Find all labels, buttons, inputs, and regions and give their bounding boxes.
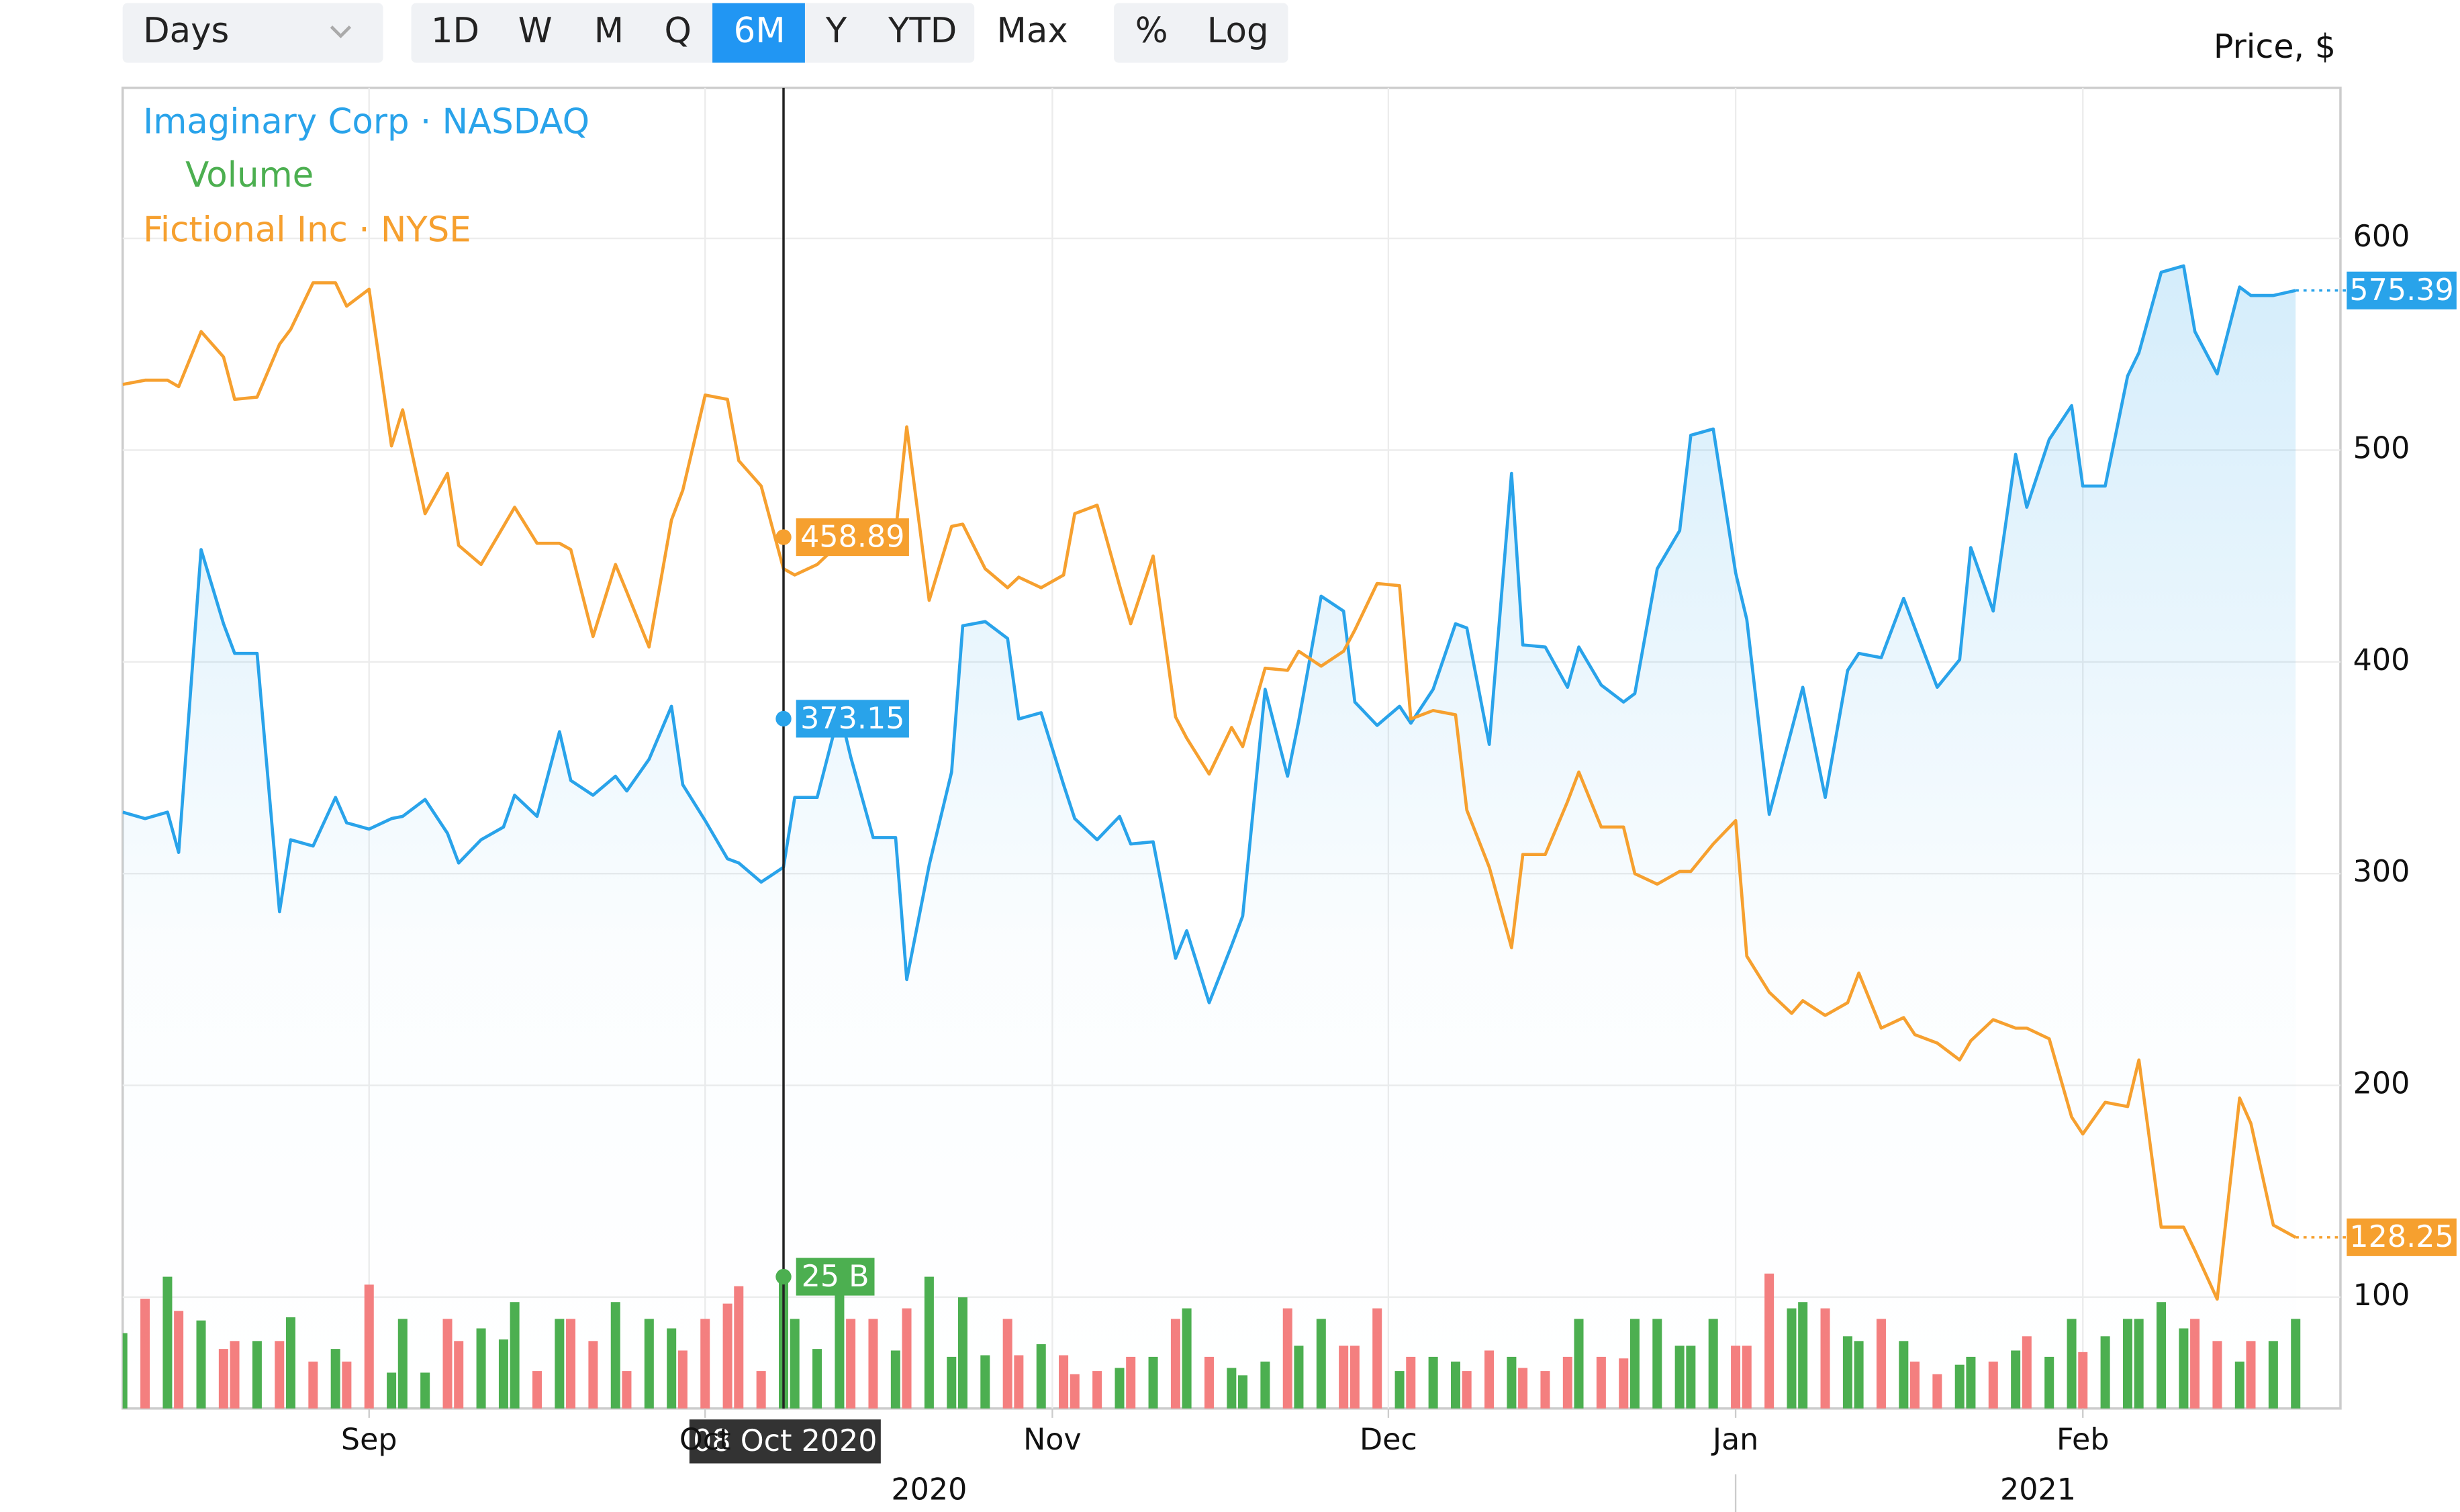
year-label: 2020 [891, 1473, 967, 1507]
x-tick-label: Sep [341, 1423, 397, 1457]
crosshair-tag [796, 1258, 875, 1296]
range-button[interactable]: Q [664, 11, 691, 51]
y-tick-label: 500 [2353, 431, 2410, 465]
x-tick-label: Dec [1360, 1423, 1417, 1457]
crosshair-value: 458.89 [800, 520, 904, 554]
range-active[interactable] [712, 3, 805, 63]
x-tick-label: Nov [1023, 1423, 1082, 1457]
crosshair-dot [775, 529, 792, 545]
range-button[interactable]: 6M [734, 11, 786, 51]
series-area [122, 265, 2296, 1409]
range-button[interactable]: YTD [888, 11, 957, 51]
range-group [411, 3, 975, 63]
y-tick-label: 400 [2353, 643, 2410, 677]
y-tick-label: 600 [2353, 220, 2410, 254]
range-button[interactable]: 1D [431, 11, 479, 51]
y-tick-label: 300 [2353, 855, 2410, 889]
year-label: 2021 [2000, 1473, 2076, 1507]
mode-group [1114, 3, 1288, 63]
chevron[interactable] [330, 26, 352, 39]
interval-select[interactable] [122, 3, 383, 63]
legend-entry: Fictional Inc · NYSE [143, 210, 471, 250]
range-button[interactable]: Max [997, 11, 1068, 51]
range-button[interactable]: M [594, 11, 624, 51]
interval-label[interactable]: Days [143, 11, 229, 51]
crosshair-value: 373.15 [800, 702, 904, 736]
mode-button[interactable]: Log [1207, 11, 1269, 51]
crosshair-dot [775, 710, 792, 727]
last-value-label: 128.25 [2349, 1220, 2453, 1254]
crosshair-date-tag [689, 1419, 881, 1464]
last-value-tag [2347, 1218, 2457, 1256]
mode-button[interactable]: % [1135, 11, 1168, 51]
crosshair-dot [775, 1268, 792, 1285]
series-line [122, 281, 2297, 1301]
crosshair-tag [796, 700, 909, 738]
last-value-tag [2347, 271, 2457, 310]
range-button[interactable]: Y [825, 11, 847, 51]
x-tick-label: Jan [1711, 1423, 1758, 1457]
crosshair-volume: 25 B [802, 1260, 869, 1294]
x-tick-label: Feb [2056, 1423, 2110, 1457]
y-axis-title: Price, $ [2214, 27, 2336, 66]
last-value-label: 575.39 [2349, 273, 2453, 308]
crosshair-date: 08 Oct 2020 [693, 1424, 877, 1458]
series-line [122, 264, 2296, 1004]
legend-entry: Volume [185, 155, 314, 195]
range-button[interactable]: W [518, 11, 553, 51]
y-tick-label: 200 [2353, 1067, 2410, 1101]
crosshair-tag [796, 518, 909, 557]
x-tick-label: Oct [679, 1423, 731, 1457]
y-tick-label: 100 [2353, 1278, 2410, 1313]
toolbar: Days [122, 3, 1288, 63]
legend-entry: Imaginary Corp · NASDAQ [143, 102, 589, 142]
